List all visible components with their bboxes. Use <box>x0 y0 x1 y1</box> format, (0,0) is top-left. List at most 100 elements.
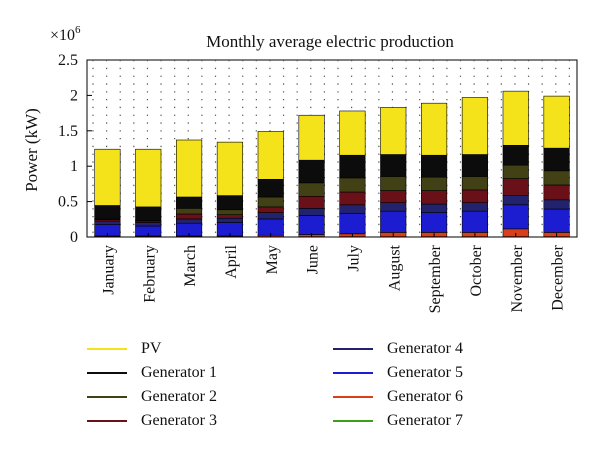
y-tick-label: 2.5 <box>58 52 78 69</box>
bar-segment <box>94 205 121 220</box>
x-tick-label: January <box>100 245 117 295</box>
bar-segment <box>502 90 529 146</box>
x-tick-label: February <box>141 245 158 303</box>
bar-segment <box>94 148 121 206</box>
bar-segment <box>257 196 284 208</box>
y-multiplier-exponent: 6 <box>75 24 81 36</box>
bar-segment <box>135 148 162 208</box>
y-tick-label: 1.5 <box>58 123 78 140</box>
bar-segment <box>339 212 366 235</box>
y-multiplier-base: ×10 <box>50 27 75 44</box>
bar-segment <box>135 206 162 221</box>
x-tick-label: June <box>305 245 322 274</box>
bar-segment <box>502 145 529 166</box>
bar-segment <box>339 191 366 206</box>
bar-segment <box>461 189 488 203</box>
chart-title: Monthly average electric production <box>206 32 454 51</box>
bar-segment <box>461 210 488 233</box>
legend-item: Generator 6 <box>333 387 463 407</box>
bar-segment <box>461 176 488 191</box>
legend-item: Generator 2 <box>87 387 217 407</box>
bar-segment <box>135 222 162 227</box>
legend-item: Generator 5 <box>333 363 463 383</box>
bar-segment <box>543 184 570 201</box>
bar-segment <box>543 199 570 210</box>
bar-segment <box>298 182 325 197</box>
x-tick-label: May <box>264 245 281 274</box>
legend-label: Generator 3 <box>141 412 217 429</box>
bar-segment <box>176 139 203 198</box>
bar-segment <box>257 178 284 198</box>
bar-segment <box>543 95 570 149</box>
bar-segment <box>298 208 325 216</box>
x-tick-label: December <box>550 244 567 310</box>
bar-segment <box>380 154 407 177</box>
bar-segment <box>176 218 203 224</box>
bar-segment <box>502 178 529 196</box>
y-tick-label: 0.5 <box>58 194 78 211</box>
bar-segment <box>257 206 284 213</box>
bar-segment <box>421 203 448 213</box>
bar-segment <box>461 97 488 155</box>
legend-label: Generator 6 <box>387 388 463 405</box>
bar-segment <box>380 202 407 212</box>
bar-segment <box>339 110 366 156</box>
bar-segment <box>421 154 448 178</box>
bar-segment <box>543 208 570 233</box>
bar-segment <box>216 214 243 219</box>
legend-swatch <box>87 372 127 374</box>
bar-segment <box>216 217 243 223</box>
legend-label: Generator 7 <box>387 412 463 429</box>
legend-swatch <box>333 396 373 398</box>
legend-swatch <box>87 396 127 398</box>
bar-segment <box>543 147 570 172</box>
bar-segment <box>257 212 284 220</box>
bar-segment <box>176 213 203 220</box>
bar-segment <box>380 107 407 155</box>
legend-item: Generator 4 <box>333 339 463 359</box>
y-axis-label: Power (kW) <box>22 108 41 192</box>
bar-segment <box>298 195 325 209</box>
bar-segment <box>380 210 407 233</box>
legend-item: Generator 3 <box>87 411 217 431</box>
legend-label: Generator 2 <box>141 388 217 405</box>
legend-swatch <box>333 420 373 422</box>
bar-segment <box>216 141 243 196</box>
x-tick-label: August <box>386 244 403 291</box>
legend-swatch <box>87 420 127 422</box>
bar-segment <box>543 170 570 186</box>
bar-segment <box>502 164 529 179</box>
y-multiplier: ×106 <box>50 24 81 44</box>
x-tick-label: October <box>468 244 485 296</box>
bar-segment <box>94 220 121 225</box>
bar-segment <box>380 176 407 191</box>
bar-segment <box>339 177 366 193</box>
x-tick-label: September <box>427 244 444 313</box>
bar-segment <box>461 202 488 212</box>
bar-segment <box>380 190 407 203</box>
bar-segment <box>421 102 448 156</box>
legend-item: Generator 7 <box>333 411 463 431</box>
legend-label: Generator 1 <box>141 364 217 381</box>
legend-item: PV <box>87 339 161 359</box>
bar-segment <box>502 195 529 206</box>
x-tick-label: July <box>345 245 362 272</box>
y-tick-label: 2 <box>70 87 78 104</box>
y-tick-label: 0 <box>70 229 78 246</box>
x-tick-label: November <box>509 244 526 312</box>
legend-swatch <box>333 348 373 350</box>
x-tick-label: April <box>223 244 240 278</box>
plot-frame <box>86 59 578 238</box>
legend-item: Generator 1 <box>87 363 217 383</box>
bar-segment <box>298 159 325 184</box>
plot-area: 0 0.5 1 1.5 2 2.5 January February March April May… <box>58 52 578 313</box>
bar-segment <box>257 131 284 180</box>
bar-segment <box>216 209 243 215</box>
bar-segment <box>257 218 284 236</box>
bar-segment <box>216 195 243 211</box>
bar-segment <box>502 204 529 230</box>
bar-segment <box>298 114 325 161</box>
bar-segment <box>339 154 366 179</box>
legend-swatch <box>333 372 373 374</box>
